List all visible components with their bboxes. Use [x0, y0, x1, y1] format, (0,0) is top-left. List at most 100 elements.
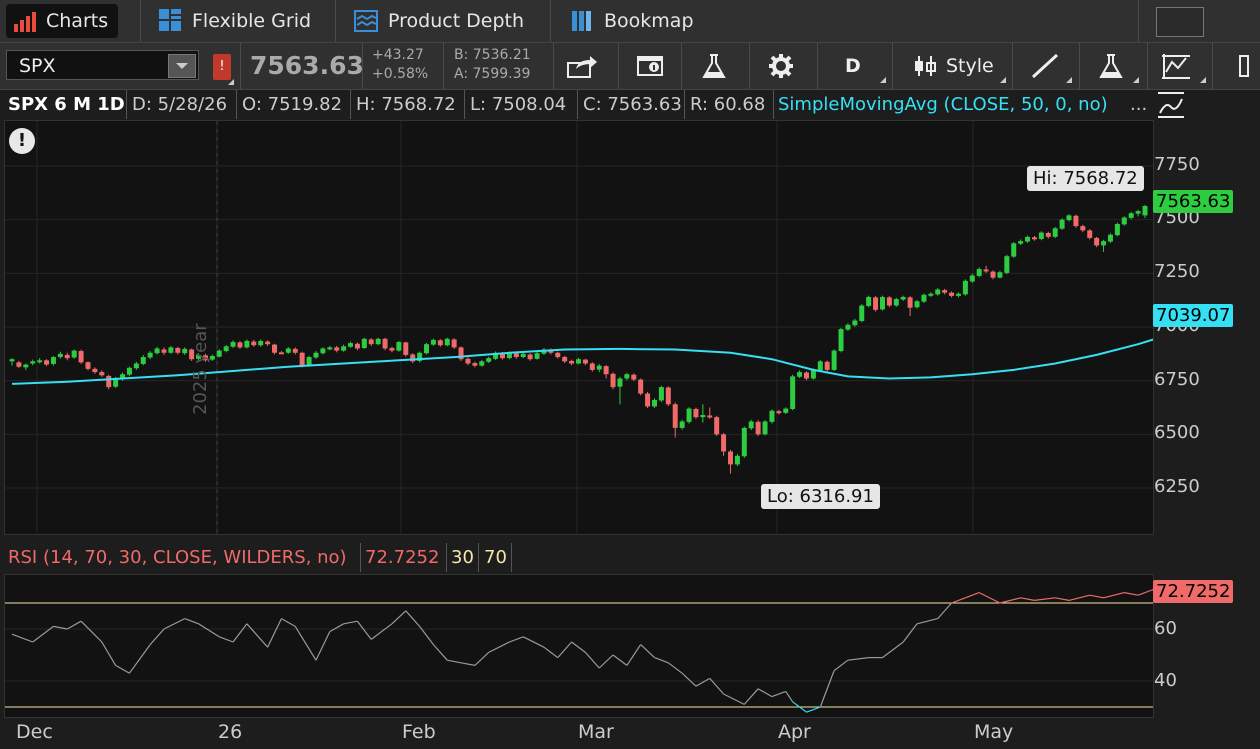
candle-body — [797, 372, 803, 377]
candle-body — [44, 360, 50, 365]
candle-body — [1142, 206, 1148, 216]
warning-icon[interactable]: ! — [9, 128, 35, 154]
symbol-input[interactable]: SPX — [6, 50, 199, 80]
candle-body — [57, 353, 63, 358]
rsi-line-segment — [709, 678, 725, 695]
candle-body — [810, 369, 816, 379]
candle-body — [154, 348, 160, 354]
chart-info-button[interactable] — [636, 51, 666, 81]
drawing-tool-button[interactable] — [1030, 51, 1060, 81]
candle-body — [113, 378, 119, 387]
rsi-line-segment — [819, 670, 835, 708]
flask-icon — [702, 54, 726, 78]
rsi-title[interactable]: RSI (14, 70, 30, CLOSE, WILDERS, no) — [8, 547, 347, 568]
rsi-chart-canvas — [5, 586, 1260, 713]
year-marker-label: 2025 year — [190, 323, 211, 415]
candle-body — [582, 359, 588, 364]
collapse-button[interactable] — [1156, 89, 1186, 119]
chart-title[interactable]: SPX 6 M 1D — [8, 94, 125, 115]
candle-body — [873, 297, 879, 310]
candle-body — [458, 347, 464, 360]
candle-body — [693, 409, 699, 418]
high-callout: Hi: 7568.72 — [1027, 166, 1144, 191]
candle-body — [907, 297, 913, 308]
maximize-button[interactable] — [1156, 7, 1204, 37]
corner-marker — [1200, 77, 1206, 83]
candle-body — [430, 339, 436, 345]
candle-body — [382, 338, 388, 349]
candle-body — [824, 361, 830, 370]
candle-body — [817, 361, 823, 371]
tab-flexible-grid[interactable]: Flexible Grid — [158, 4, 311, 38]
rsi-line-segment — [447, 659, 462, 664]
symbol-dropdown-button[interactable] — [168, 54, 196, 78]
corner-marker — [228, 79, 234, 85]
price-chart[interactable] — [4, 120, 1201, 535]
header-divider — [126, 90, 127, 119]
rsi-line-segment — [149, 628, 165, 645]
rsi-line-segment — [370, 623, 393, 640]
candle-body — [278, 352, 284, 355]
candle-body — [258, 340, 264, 346]
share-button[interactable] — [566, 51, 598, 81]
tab-label: Bookmap — [604, 10, 694, 32]
rsi-line-segment — [115, 664, 130, 674]
candle-body — [1011, 243, 1017, 257]
candle-body — [700, 415, 706, 418]
candle-body — [651, 399, 657, 407]
candle-body — [506, 352, 512, 359]
rsi-line-segment — [882, 641, 904, 659]
alert-badge[interactable]: ! — [213, 54, 231, 80]
aggregation-button[interactable]: D — [845, 55, 861, 77]
candle-body — [327, 347, 333, 350]
style-button[interactable]: Style — [912, 51, 994, 81]
header-more[interactable]: ... — [1130, 94, 1148, 115]
candle-body — [272, 344, 278, 353]
candle-body — [37, 360, 43, 363]
studies-button[interactable] — [700, 51, 728, 81]
rsi-chart[interactable] — [4, 574, 1260, 718]
candle-body — [755, 421, 761, 435]
candle-body — [658, 387, 664, 401]
rsi-line-segment — [1068, 594, 1090, 601]
x-tick: 26 — [218, 721, 243, 743]
candle-body — [955, 293, 961, 296]
candle-body — [230, 342, 236, 347]
header-divider — [350, 90, 351, 119]
rsi-line-segment — [978, 592, 1001, 604]
candle-body — [237, 342, 243, 348]
candle-body — [935, 289, 941, 295]
candle-body — [879, 296, 885, 310]
rsi-line-segment — [80, 620, 103, 643]
rsi-line-segment — [198, 623, 220, 638]
tab-bookmap[interactable]: Bookmap — [570, 4, 694, 38]
toolbar-divider — [240, 43, 241, 89]
x-tick: Feb — [402, 721, 436, 743]
candle-body — [845, 324, 851, 330]
rsi-line-segment — [792, 701, 807, 713]
rsi-line-segment — [965, 592, 980, 599]
candle-body — [548, 349, 554, 353]
candle-style-icon — [915, 56, 936, 76]
strategy-button[interactable] — [1097, 51, 1125, 81]
rsi-oversold-level: 30 — [451, 547, 474, 568]
tab-product-depth[interactable]: Product Depth — [354, 4, 524, 38]
candle-body — [265, 341, 271, 345]
study-label[interactable]: SimpleMovingAvg (CLOSE, 50, 0, no) — [778, 94, 1108, 115]
rsi-line-segment — [219, 636, 234, 643]
pattern-button[interactable] — [1160, 51, 1192, 81]
rsi-line-segment — [11, 633, 33, 643]
rsi-line-segment — [543, 646, 559, 659]
rsi-line-segment — [557, 641, 573, 658]
candle-body — [838, 329, 844, 352]
rsi-line-segment — [847, 657, 869, 661]
more-button[interactable] — [1238, 51, 1252, 81]
rsi-line-segment — [757, 688, 773, 698]
tab-charts[interactable]: Charts — [6, 4, 119, 38]
candle-body — [983, 269, 989, 272]
settings-button[interactable] — [767, 51, 795, 81]
header-divider — [773, 90, 774, 119]
rsi-line-segment — [571, 641, 586, 653]
candle-body — [638, 379, 644, 394]
toolbar-divider — [362, 43, 363, 89]
